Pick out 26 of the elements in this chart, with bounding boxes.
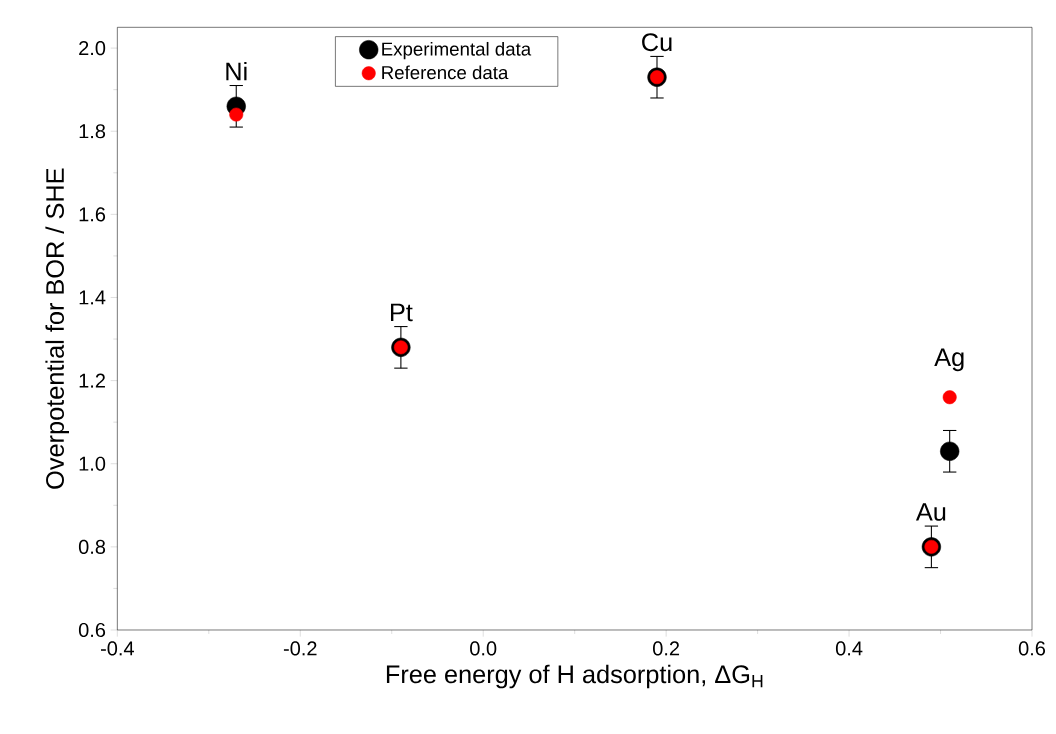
- x-tick-label: 0.2: [653, 641, 680, 656]
- annotation: Ag: [934, 348, 964, 372]
- x-tick-label: -0.4: [100, 641, 134, 656]
- y-tick-label: 1.2: [79, 373, 105, 388]
- y-tick-label: 1.4: [79, 290, 106, 305]
- y-tick-label: 0.8: [78, 539, 106, 554]
- x-tick-label: 0.0: [470, 641, 497, 656]
- annotation: Pt: [390, 303, 413, 322]
- y-tick-label: 1.0: [79, 456, 106, 471]
- x-tick-label: 0.4: [835, 641, 863, 656]
- x-tick-label: -0.2: [283, 641, 317, 656]
- point: [942, 390, 957, 405]
- annotation: Ni: [226, 61, 247, 81]
- x-tick-label: 0.6: [1018, 641, 1046, 656]
- x-axis-title: Free energy of H adsorption, ΔG$_{H}$: [386, 664, 763, 689]
- annotation: Au: [915, 503, 946, 521]
- annotation: Cu: [642, 33, 672, 52]
- y-tick-label: 1.6: [79, 207, 106, 222]
- point: [940, 441, 960, 461]
- y-tick-label: 0.6: [78, 622, 106, 638]
- legend-label: Reference data: [382, 65, 509, 80]
- point: [229, 107, 244, 122]
- y-tick-label: 2.0: [79, 41, 106, 56]
- y-axis-title: Overpotential for BOR / SHE: [45, 168, 69, 489]
- legend-label: Experimental data: [382, 41, 532, 60]
- y-tick-label: 1.8: [79, 124, 106, 139]
